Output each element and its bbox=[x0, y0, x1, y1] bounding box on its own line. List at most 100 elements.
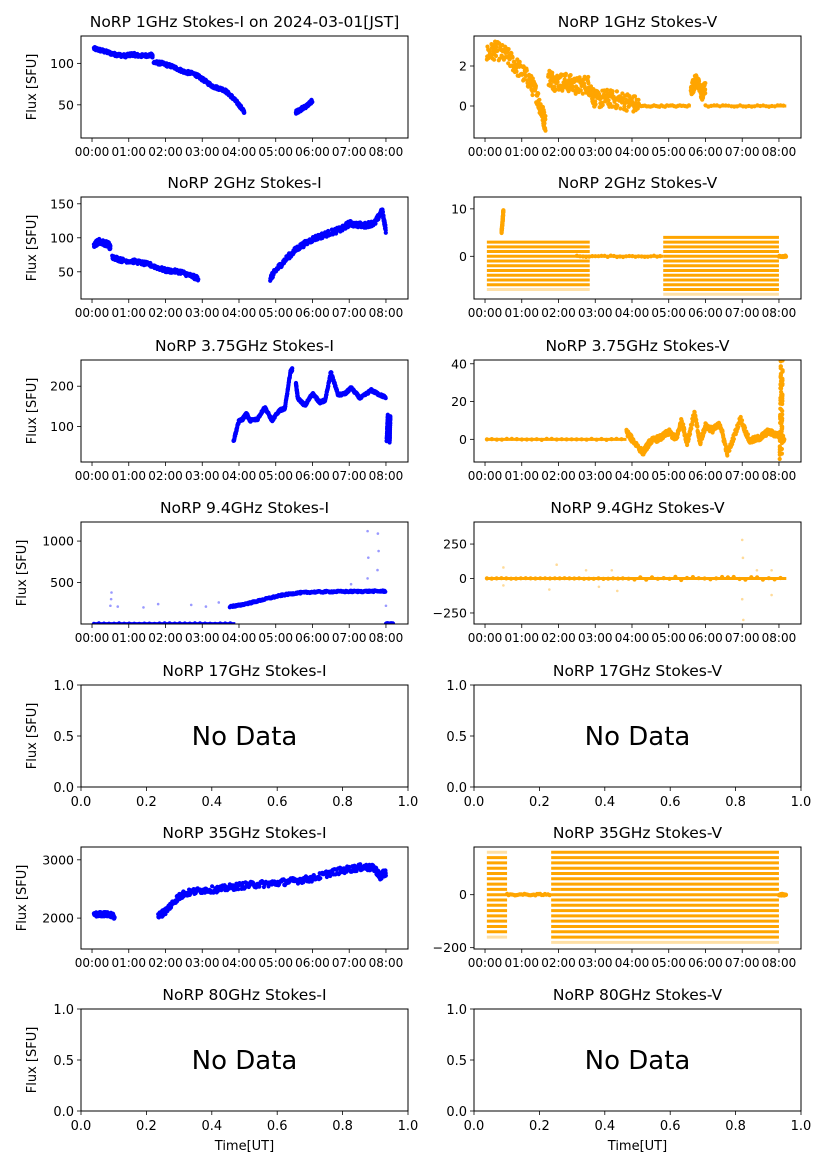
data-point bbox=[536, 91, 541, 96]
data-point bbox=[501, 208, 506, 213]
x-tick-label: 0.8 bbox=[725, 795, 746, 810]
panel-title: NoRP 9.4GHz Stokes-I bbox=[160, 499, 329, 517]
y-axis-label: Flux [SFU] bbox=[25, 1027, 40, 1094]
plot-area bbox=[91, 207, 388, 283]
data-point bbox=[266, 884, 271, 889]
data-outlier bbox=[204, 605, 208, 608]
data-point bbox=[150, 53, 155, 59]
x-tick-label: 05:00 bbox=[651, 469, 686, 483]
x-tick-label: 08:00 bbox=[762, 306, 797, 320]
data-point bbox=[692, 410, 697, 415]
y-axis-label: Flux [SFU] bbox=[15, 540, 30, 607]
y-tick-label: 1.0 bbox=[446, 679, 467, 694]
data-point bbox=[509, 51, 514, 56]
data-point bbox=[745, 432, 751, 437]
data-outlier bbox=[116, 605, 120, 608]
x-tick-label: 00:00 bbox=[75, 631, 110, 645]
data-outlier bbox=[615, 589, 619, 593]
panel-title: NoRP 1GHz Stokes-V bbox=[558, 13, 718, 31]
panel-3ghz-v: NoRP 3.75GHz Stokes-V00:00 01:00 02:00 03:0… bbox=[451, 337, 802, 483]
data-point bbox=[310, 99, 315, 105]
x-tick-label: 0.0 bbox=[464, 1119, 485, 1134]
data-point bbox=[780, 424, 785, 429]
x-tick-label: 04:00 bbox=[222, 631, 257, 645]
x-tick-label: 07:00 bbox=[332, 306, 367, 320]
x-tick-label: 01:00 bbox=[111, 631, 146, 645]
data-outlier bbox=[217, 601, 221, 604]
data-point bbox=[543, 128, 548, 133]
data-point bbox=[543, 117, 548, 122]
data-point bbox=[328, 873, 333, 879]
plot-area bbox=[484, 538, 787, 622]
data-point bbox=[112, 915, 117, 920]
data-point bbox=[524, 68, 529, 73]
panel-2ghz-v: NoRP 2GHz Stokes-V00:00 01:00 02:00 03:00 04… bbox=[451, 174, 802, 320]
data-point bbox=[780, 360, 785, 363]
x-tick-label: 05:00 bbox=[258, 956, 293, 970]
x-tick-label: 04:00 bbox=[222, 306, 257, 320]
data-point bbox=[383, 396, 388, 401]
x-tick-label: 05:00 bbox=[258, 306, 293, 320]
data-point bbox=[696, 431, 701, 436]
plot-area bbox=[486, 208, 789, 296]
x-tick-label: 0.6 bbox=[660, 795, 681, 810]
data-point bbox=[698, 440, 703, 445]
data-point bbox=[108, 246, 113, 251]
y-tick-label: 0.5 bbox=[53, 730, 74, 745]
x-tick-label: 01:00 bbox=[504, 631, 539, 645]
data-outlier bbox=[376, 532, 380, 535]
y-tick-label: 20 bbox=[451, 394, 467, 409]
data-point bbox=[510, 55, 515, 60]
axes-frame bbox=[80, 1008, 409, 1112]
data-outlier bbox=[109, 597, 113, 601]
data-point bbox=[703, 87, 708, 92]
data-outlier bbox=[770, 593, 773, 597]
x-tick-label: 06:00 bbox=[295, 956, 330, 970]
plot-area bbox=[91, 45, 315, 116]
x-tick-label: 04:00 bbox=[615, 145, 650, 159]
x-tick-label: 0.4 bbox=[594, 1119, 615, 1134]
plot-area bbox=[91, 862, 388, 921]
data-outlier bbox=[366, 577, 369, 580]
plot-area bbox=[231, 366, 393, 445]
data-point bbox=[530, 92, 535, 98]
data-point bbox=[780, 398, 785, 403]
x-tick-label: 08:00 bbox=[369, 306, 404, 320]
x-tick-label: 07:00 bbox=[332, 631, 367, 645]
y-tick-label: 0.0 bbox=[53, 781, 74, 796]
data-point bbox=[555, 79, 560, 85]
data-point bbox=[687, 432, 693, 437]
plot-area bbox=[484, 39, 787, 133]
data-point bbox=[610, 89, 615, 94]
x-tick-label: 03:00 bbox=[578, 469, 613, 483]
x-tick-label: 07:00 bbox=[332, 956, 367, 970]
data-point bbox=[383, 230, 388, 235]
data-point bbox=[738, 414, 743, 420]
data-point bbox=[614, 89, 620, 94]
x-tick-label: 04:00 bbox=[222, 145, 257, 159]
panel-title: NoRP 35GHz Stokes-V bbox=[553, 824, 723, 842]
data-point bbox=[780, 408, 785, 414]
data-point bbox=[517, 59, 522, 64]
data-outlier bbox=[610, 568, 614, 572]
data-point bbox=[196, 277, 201, 282]
y-tick-label: 40 bbox=[451, 356, 467, 371]
y-tick-label: 50 bbox=[58, 264, 74, 279]
data-point bbox=[542, 110, 547, 115]
panel-1ghz-i: NoRP 1GHz Stokes-I on 2024-03-01[JST]Flu… bbox=[25, 13, 409, 159]
x-tick-label: 1.0 bbox=[398, 1119, 419, 1134]
panel-title: NoRP 80GHz Stokes-I bbox=[162, 986, 326, 1004]
x-tick-label: 02:00 bbox=[541, 469, 576, 483]
y-tick-label: 0.0 bbox=[53, 1105, 74, 1120]
x-tick-label: 01:00 bbox=[111, 145, 146, 159]
x-tick-label: 03:00 bbox=[578, 956, 613, 970]
data-point bbox=[568, 73, 573, 78]
y-tick-label: 1.0 bbox=[53, 679, 74, 694]
data-point bbox=[618, 106, 623, 111]
data-point bbox=[780, 412, 785, 417]
data-outlier bbox=[109, 604, 112, 608]
data-outlier bbox=[110, 591, 113, 594]
axes-frame bbox=[80, 359, 409, 463]
